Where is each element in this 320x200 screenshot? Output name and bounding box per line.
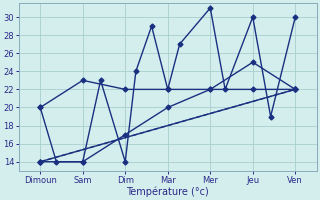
- X-axis label: Température (°c): Température (°c): [126, 186, 209, 197]
